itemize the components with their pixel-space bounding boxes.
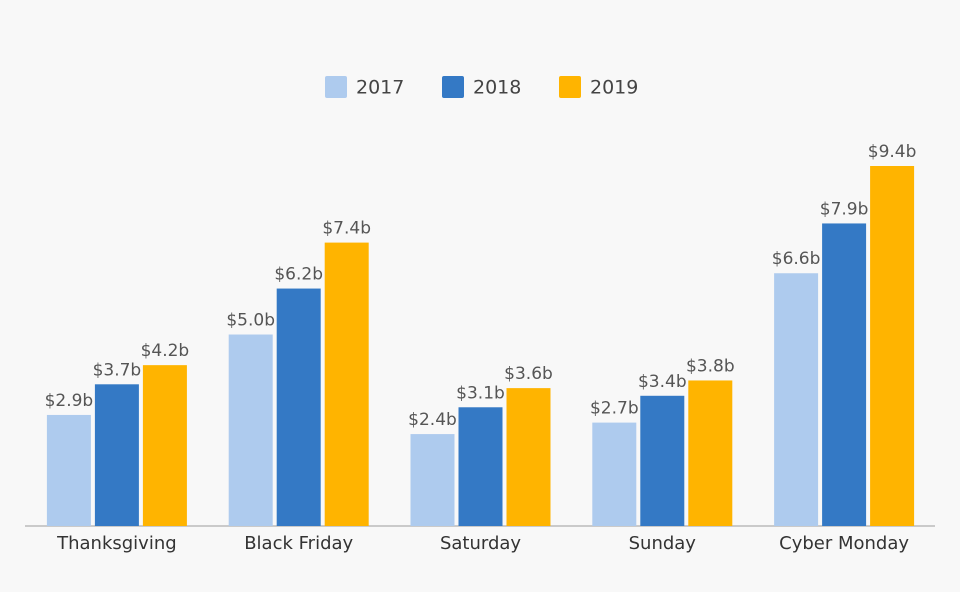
value-label: $3.7b <box>93 360 142 380</box>
value-label: $7.4b <box>322 219 371 239</box>
value-label: $2.9b <box>45 391 94 411</box>
x-tick-label: Thanksgiving <box>56 533 177 554</box>
bar <box>324 242 369 526</box>
bar <box>870 166 915 526</box>
x-tick-label: Saturday <box>440 533 521 554</box>
x-tick-label: Cyber Monday <box>779 533 909 554</box>
legend-swatch <box>442 76 464 98</box>
value-label: $2.4b <box>408 410 457 430</box>
value-label: $9.4b <box>868 142 917 162</box>
value-label: $3.8b <box>686 356 735 376</box>
value-label: $3.1b <box>456 383 505 403</box>
bar <box>94 384 139 526</box>
bar <box>46 414 91 526</box>
bar <box>506 388 551 526</box>
value-label: $5.0b <box>226 311 275 331</box>
x-tick-label: Sunday <box>629 533 697 554</box>
bar <box>774 273 819 526</box>
value-label: $3.4b <box>638 372 687 392</box>
bar <box>142 365 187 526</box>
value-label: $3.6b <box>504 364 553 384</box>
bar <box>276 288 321 526</box>
value-label: $7.9b <box>820 199 869 219</box>
value-label: $6.6b <box>772 249 821 269</box>
bar <box>688 380 733 526</box>
bar <box>228 334 273 526</box>
legend-label: 2019 <box>590 77 638 99</box>
bar <box>822 223 867 526</box>
x-tick-label: Black Friday <box>244 533 353 554</box>
bar <box>640 395 685 526</box>
legend-swatch <box>559 76 581 98</box>
value-label: $2.7b <box>590 399 639 419</box>
bar <box>410 434 455 526</box>
value-label: $6.2b <box>274 265 323 285</box>
bar <box>592 422 637 526</box>
value-label: $4.2b <box>141 341 190 361</box>
legend-swatch <box>325 76 347 98</box>
legend-label: 2017 <box>356 77 404 99</box>
legend-label: 2018 <box>473 77 521 99</box>
bar <box>458 407 503 526</box>
